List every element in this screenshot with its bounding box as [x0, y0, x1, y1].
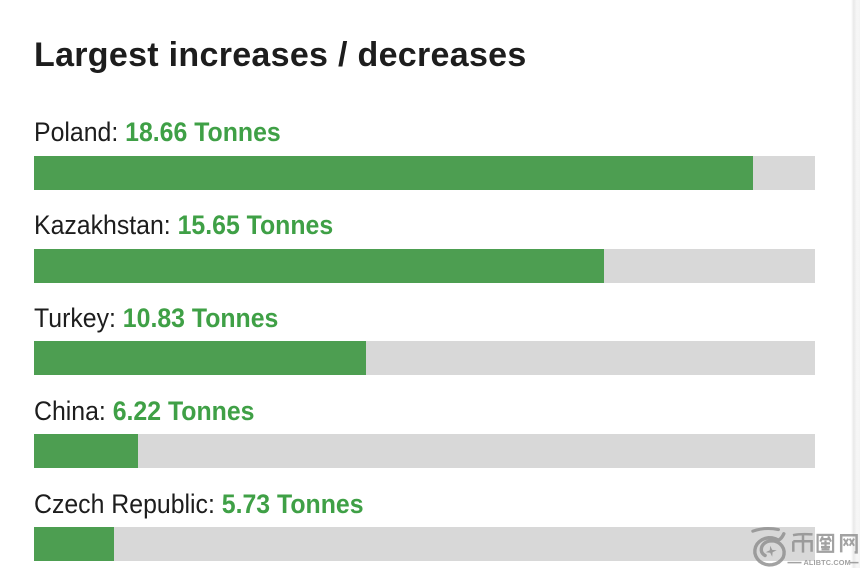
svg-text:ALIBTC.COM: ALIBTC.COM [804, 558, 851, 567]
